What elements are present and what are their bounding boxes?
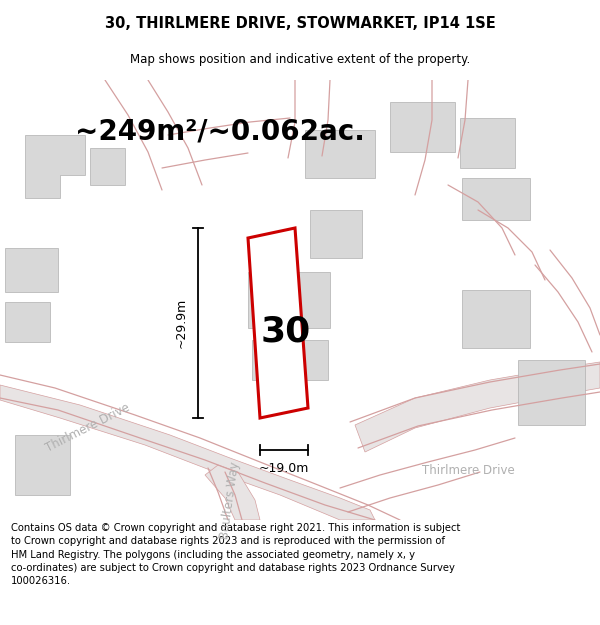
Text: Thirlmere Drive: Thirlmere Drive <box>422 464 514 476</box>
Text: ~29.9m: ~29.9m <box>175 298 188 348</box>
Polygon shape <box>310 210 362 258</box>
Polygon shape <box>15 435 70 495</box>
Text: ~19.0m: ~19.0m <box>259 462 309 475</box>
Polygon shape <box>5 302 50 342</box>
Text: 30, THIRLMERE DRIVE, STOWMARKET, IP14 1SE: 30, THIRLMERE DRIVE, STOWMARKET, IP14 1S… <box>104 16 496 31</box>
Text: ~249m²/~0.062ac.: ~249m²/~0.062ac. <box>75 118 365 146</box>
Polygon shape <box>518 360 585 425</box>
Polygon shape <box>5 248 58 292</box>
Polygon shape <box>390 102 455 152</box>
Polygon shape <box>0 385 375 520</box>
Text: Contains OS data © Crown copyright and database right 2021. This information is : Contains OS data © Crown copyright and d… <box>11 523 460 586</box>
Polygon shape <box>305 130 375 178</box>
Text: 30: 30 <box>260 314 311 348</box>
Polygon shape <box>355 362 600 452</box>
Polygon shape <box>248 272 330 328</box>
Text: Map shows position and indicative extent of the property.: Map shows position and indicative extent… <box>130 54 470 66</box>
Polygon shape <box>248 228 308 418</box>
Polygon shape <box>462 290 530 348</box>
Polygon shape <box>25 135 85 198</box>
Polygon shape <box>90 148 125 185</box>
Polygon shape <box>460 118 515 168</box>
Text: Thirlmere Drive: Thirlmere Drive <box>44 401 132 455</box>
Polygon shape <box>462 178 530 220</box>
Polygon shape <box>252 340 328 380</box>
Polygon shape <box>205 465 260 520</box>
Text: Boulters Way: Boulters Way <box>218 461 242 539</box>
